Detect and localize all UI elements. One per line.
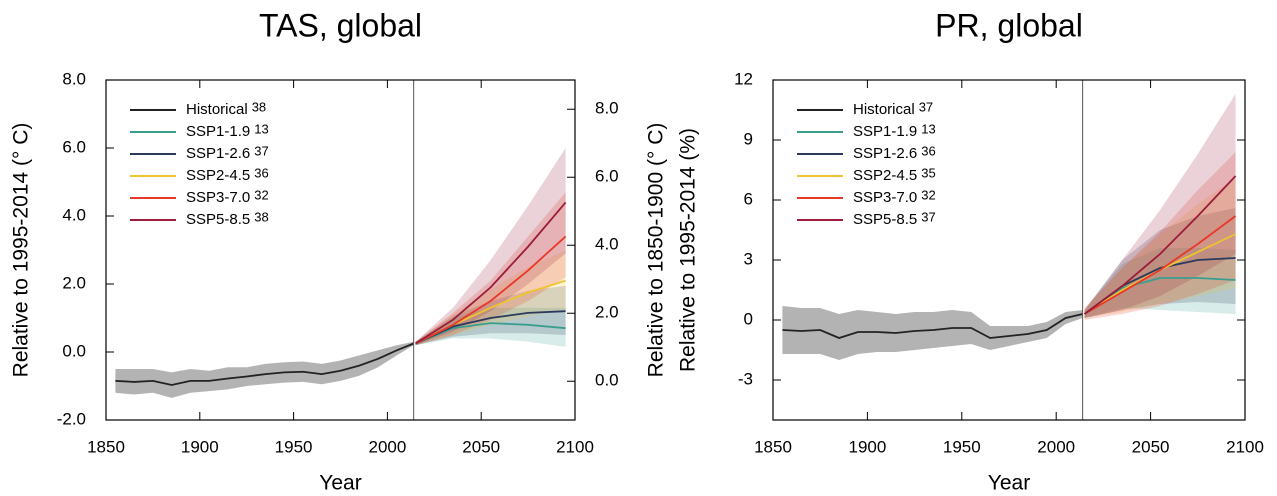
range-band [1084, 178, 1236, 318]
range-band [415, 148, 566, 346]
legend-label: SSP2-4.5 [853, 167, 917, 184]
y-tick-label: 3 [744, 249, 753, 268]
range-band [1084, 248, 1236, 318]
y-tick-label: 12 [734, 69, 753, 88]
legend-label: SSP1-1.9 [186, 123, 250, 140]
series-line [1083, 175, 1237, 315]
legend-count: 37 [921, 209, 935, 224]
x-tick-label: 2100 [1226, 437, 1264, 456]
legend-label: SSP1-2.6 [186, 145, 250, 162]
y-tick-label: 6.0 [62, 137, 86, 156]
x-tick-label: 1950 [275, 437, 313, 456]
plot-frame [772, 79, 1246, 421]
y-axis-label: Relative to 1995-2014 (%) [677, 128, 700, 372]
y-tick-label: 9 [744, 129, 753, 148]
y-tick-label: 4.0 [62, 205, 86, 224]
legend-count: 13 [254, 121, 268, 136]
legend-count: 37 [254, 143, 268, 158]
range-band [415, 307, 566, 347]
series-line [115, 342, 415, 386]
legend-count: 37 [919, 99, 933, 114]
range-band [415, 285, 566, 346]
legend-count: 36 [254, 165, 268, 180]
x-tick-label: 2050 [462, 437, 500, 456]
y2-tick-label: 2.0 [595, 303, 619, 322]
chart-title: TAS, global [259, 7, 422, 43]
y-tick-label: 6 [744, 189, 753, 208]
x-axis-label: Year [988, 472, 1030, 495]
series-line [415, 201, 567, 345]
legend-label: SSP2-4.5 [186, 167, 250, 184]
plot-frame [105, 79, 576, 421]
y-tick-label: 2.0 [62, 273, 86, 292]
y-tick-label: 0 [744, 309, 753, 328]
legend-label: SSP1-2.6 [853, 145, 917, 162]
legend-count: 36 [921, 143, 935, 158]
x-tick-label: 2050 [1132, 437, 1170, 456]
x-tick-label: 2000 [368, 437, 406, 456]
legend-label: Historical [186, 101, 248, 118]
series-line [782, 313, 1083, 339]
legend-count: 32 [254, 187, 268, 202]
y2-tick-label: 4.0 [595, 235, 619, 254]
series-line [415, 310, 566, 345]
y2-tick-label: 0.0 [595, 371, 619, 390]
range-band [1084, 94, 1236, 318]
legend-label: SSP5-8.5 [853, 211, 917, 228]
x-tick-label: 2000 [1037, 437, 1075, 456]
legend-label: SSP1-1.9 [853, 123, 917, 140]
series-line [1084, 277, 1236, 315]
legend-label: SSP3-7.0 [186, 189, 250, 206]
legend-label: SSP5-8.5 [186, 211, 250, 228]
x-tick-label: 1950 [943, 437, 981, 456]
x-tick-label: 1900 [181, 437, 219, 456]
range-band [415, 192, 566, 346]
range-band [115, 341, 414, 398]
legend-count: 38 [254, 209, 268, 224]
legend-label: Historical [853, 101, 915, 118]
y2-axis-label: Relative to 1850-1900 (° C) [645, 123, 668, 378]
legend-count: 38 [252, 99, 266, 114]
x-tick-label: 1850 [87, 437, 125, 456]
x-tick-label: 2100 [556, 437, 594, 456]
y-tick-label: -3 [738, 369, 753, 388]
legend-count: 13 [921, 121, 935, 136]
x-tick-label: 1850 [754, 437, 792, 456]
range-band [415, 250, 566, 346]
y-tick-label: 0.0 [62, 341, 86, 360]
y2-tick-label: 8.0 [595, 99, 619, 118]
x-tick-label: 1900 [848, 437, 886, 456]
y-tick-label: -2.0 [57, 409, 86, 428]
legend-label: SSP3-7.0 [853, 189, 917, 206]
y-axis-label: Relative to 1995-2014 (° C) [10, 123, 33, 378]
legend-count: 32 [921, 187, 935, 202]
legend-count: 35 [921, 165, 935, 180]
range-band [782, 306, 1083, 360]
y-tick-label: 8.0 [62, 69, 86, 88]
x-axis-label: Year [319, 472, 361, 495]
y2-tick-label: 6.0 [595, 167, 619, 186]
chart-title: PR, global [935, 7, 1083, 43]
series-line [415, 235, 567, 345]
series-line [415, 322, 566, 345]
series-line [1084, 215, 1237, 315]
